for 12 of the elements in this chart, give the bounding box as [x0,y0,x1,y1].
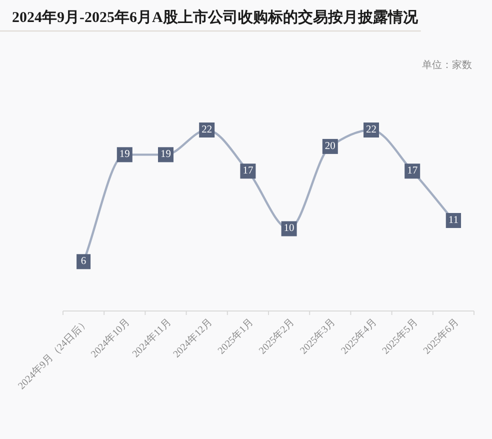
data-label: 19 [160,149,171,160]
data-label: 11 [448,215,459,226]
data-label: 17 [242,166,254,177]
data-label: 22 [366,124,376,136]
data-label: 20 [324,140,336,152]
data-label: 17 [407,166,418,177]
data-label: 10 [284,223,294,234]
data-label: 19 [119,149,130,160]
data-label: 22 [202,124,212,136]
data-label: 6 [80,256,86,268]
text: 单位：家数 [422,59,472,71]
chart-title: 2024年9月-2025年6月A股上市公司收购标的交易按月披露情况 [12,8,419,26]
